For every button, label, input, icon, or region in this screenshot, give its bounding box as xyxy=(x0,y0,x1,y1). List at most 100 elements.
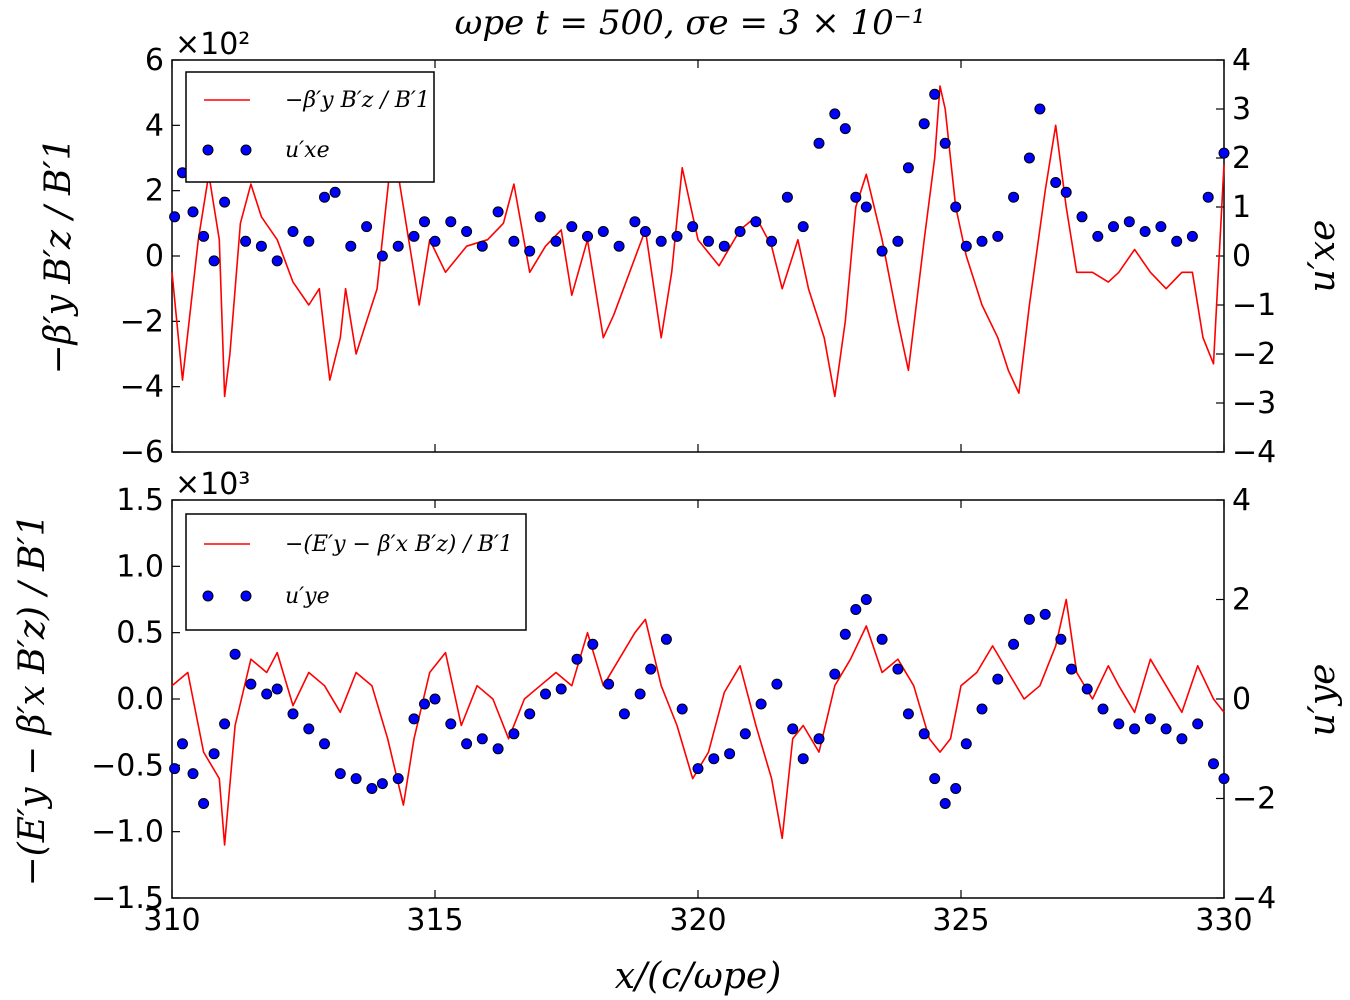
top-scatter-point xyxy=(1123,216,1135,228)
top-scatter-point xyxy=(198,230,210,242)
x-tick-label: 330 xyxy=(1195,903,1252,938)
bot-scatter-point xyxy=(429,693,441,705)
bot-scatter-point xyxy=(634,688,646,700)
top-scatter-point xyxy=(860,201,872,213)
bot-scatter-point xyxy=(208,748,220,760)
bot-left-tick-label: −1.5 xyxy=(91,881,164,916)
top-scatter-point xyxy=(797,221,809,233)
bot-scatter-point xyxy=(540,688,551,700)
top-right-tick-label: −4 xyxy=(1232,435,1276,470)
bot-left-tick-label: −0.5 xyxy=(91,748,164,783)
bot-left-tick-label: 1.0 xyxy=(116,549,164,584)
top-scatter-point xyxy=(629,216,641,228)
top-scatter-point xyxy=(566,221,578,233)
top-right-ticks: −4 −3 −2 −1 0 1 2 3 4 xyxy=(1216,43,1276,470)
top-right-tick-label: −1 xyxy=(1232,288,1276,323)
x-tick-label: 310 xyxy=(143,903,200,938)
top-scatter-point xyxy=(992,230,1004,242)
top-scatter-point xyxy=(718,240,730,252)
top-left-tick-label: −2 xyxy=(120,304,164,339)
bot-scatter-point xyxy=(660,633,672,645)
bot-right-tick-label: 0 xyxy=(1232,682,1251,717)
bottom-legend-dot-1 xyxy=(202,590,214,602)
bot-scatter-point xyxy=(319,738,330,750)
top-scatter-point xyxy=(271,255,283,267)
top-scatter-point xyxy=(408,230,420,242)
bot-scatter-point xyxy=(1208,758,1219,770)
top-scatter-point xyxy=(287,226,299,237)
top-right-tick-label: −2 xyxy=(1232,337,1276,372)
top-panel: ×10² −6 −4 −2 0 2 4 6 −4 −3 −2 −1 0 1 2 3 4 −β′y B′z /… xyxy=(38,27,1343,470)
top-left-ticks: −6 −4 −2 0 2 4 6 xyxy=(120,43,180,470)
bot-scatter-point xyxy=(892,663,904,675)
bot-scatter-point xyxy=(839,628,851,640)
top-scatter-point xyxy=(169,211,181,223)
top-scatter-point xyxy=(1060,186,1072,198)
top-scatter-point xyxy=(1155,221,1167,233)
top-scatter-point xyxy=(1171,235,1183,247)
top-scatter-point xyxy=(1092,230,1104,242)
bot-left-tick-label: −1.0 xyxy=(91,815,164,850)
bot-scatter-point xyxy=(245,678,257,690)
top-x-ticks xyxy=(171,60,1225,452)
bot-scatter-point xyxy=(334,768,346,780)
top-scatter-point xyxy=(1202,191,1214,203)
bot-scatter-point xyxy=(271,683,283,695)
top-scatter-point xyxy=(208,255,220,267)
top-left-tick-label: 0 xyxy=(145,239,164,274)
top-right-tick-label: 3 xyxy=(1232,92,1251,127)
top-scatter-point xyxy=(839,123,851,135)
top-scatter-point xyxy=(781,191,793,203)
top-scatter-point xyxy=(750,216,762,228)
bot-scatter-point xyxy=(445,718,457,730)
top-scatter-point xyxy=(534,211,546,223)
bottom-legend: −(E′y − β′x B′z) / B′1 u′ye xyxy=(185,513,527,631)
bot-right-tick-label: −2 xyxy=(1232,782,1276,817)
top-scatter-point xyxy=(1186,230,1198,242)
bottom-legend-label-2: u′ye xyxy=(285,584,330,609)
bot-scatter-point xyxy=(797,753,809,765)
bot-scatter-point xyxy=(1023,613,1035,625)
bot-scatter-point xyxy=(350,773,362,785)
top-legend-dot-1 xyxy=(202,144,214,156)
top-right-tick-label: −3 xyxy=(1232,386,1276,421)
top-scatter-point xyxy=(929,88,941,100)
top-scatter-point xyxy=(1050,177,1062,188)
bottom-right-axis-label: u′ye xyxy=(1302,663,1343,736)
bottom-x-ticks: 310 315 320 325 330 xyxy=(143,500,1253,938)
bot-scatter-point xyxy=(198,798,210,809)
top-left-tick-label: −6 xyxy=(120,435,164,470)
top-scatter-point xyxy=(255,240,267,252)
top-scatter-point xyxy=(1218,147,1230,159)
top-scatter-point xyxy=(329,186,341,198)
top-scatter-point xyxy=(734,226,746,237)
bot-scatter-point xyxy=(476,733,488,745)
top-scatter-point xyxy=(445,216,457,228)
top-scatter-point xyxy=(655,235,667,247)
bot-scatter-point xyxy=(787,723,799,735)
bot-scatter-point xyxy=(618,708,630,720)
bottom-right-ticks: −4 −2 0 2 4 xyxy=(1216,483,1276,916)
top-legend-dot-2 xyxy=(240,144,252,156)
top-left-tick-label: 4 xyxy=(145,108,164,143)
bot-scatter-point xyxy=(939,798,951,809)
top-scatter-point xyxy=(892,235,904,247)
bot-scatter-point xyxy=(376,778,388,790)
top-scatter-point xyxy=(639,226,651,237)
bot-scatter-point xyxy=(813,733,825,745)
top-scatter-point xyxy=(240,235,252,247)
top-scatter-point xyxy=(550,235,562,247)
top-scatter-point xyxy=(476,240,488,252)
bot-scatter-point xyxy=(461,738,473,750)
bot-scatter-point xyxy=(929,773,941,785)
bot-scatter-point xyxy=(645,663,657,675)
bot-left-tick-label: 0.5 xyxy=(116,616,164,651)
bot-scatter-point xyxy=(1160,723,1172,735)
bot-scatter-point xyxy=(366,783,378,794)
bot-scatter-point xyxy=(739,728,751,740)
top-scatter-point xyxy=(429,235,441,247)
x-axis-label: x/(c/ωpe) xyxy=(615,956,782,997)
bot-scatter-point xyxy=(261,688,273,700)
bot-scatter-point xyxy=(177,738,188,750)
top-legend-label-2: u′xe xyxy=(285,138,330,163)
